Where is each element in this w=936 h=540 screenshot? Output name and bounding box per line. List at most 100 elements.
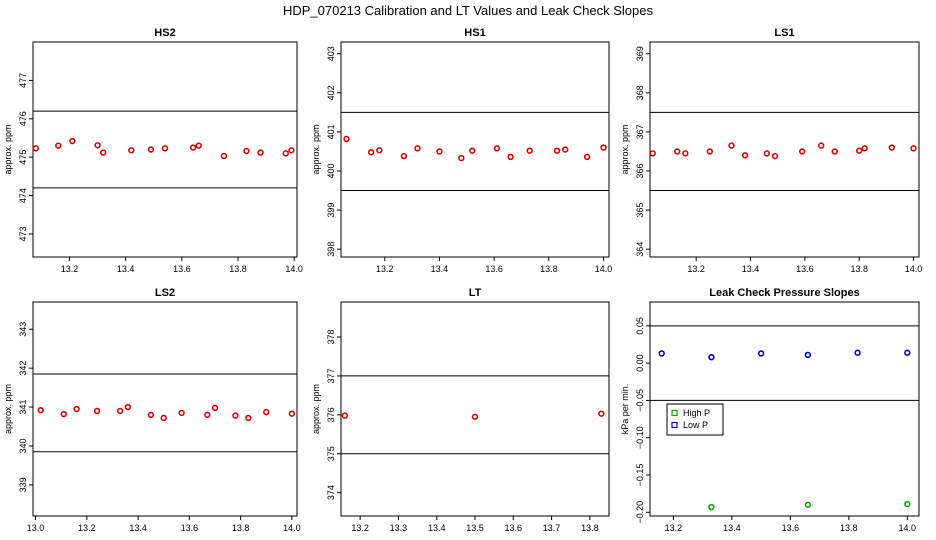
high-p-point [804, 501, 812, 509]
calibration-point [189, 144, 197, 151]
figure-title: HDP_070213 Calibration and LT Values and… [283, 3, 654, 18]
calibration-point [400, 152, 408, 160]
calibration-point [204, 411, 211, 419]
y-tick-label: 403 [326, 46, 336, 61]
x-tick-label: 13.2 [687, 264, 705, 274]
calibration-point [220, 152, 228, 160]
x-tick-label: 13.4 [723, 523, 741, 533]
x-tick-label: 13.6 [782, 523, 800, 533]
x-tick-label: 13.8 [840, 523, 858, 533]
calibration-point [73, 405, 80, 413]
panel-title: HS1 [464, 27, 485, 39]
x-tick-label: 14.0 [905, 264, 923, 274]
calibration-point [507, 153, 514, 161]
y-tick-label: 368 [635, 85, 645, 100]
calibration-point [798, 148, 806, 155]
calibration-point [910, 145, 917, 152]
y-tick-label: 365 [635, 203, 645, 218]
calibration-point [682, 150, 689, 157]
legend-box [666, 403, 724, 436]
calibration-point [282, 150, 289, 157]
legend-label: Low P [683, 420, 708, 430]
x-tick-label: 13.8 [232, 523, 250, 533]
plot-frame [340, 301, 610, 517]
x-tick-label: 13.8 [229, 264, 247, 274]
y-tick-label: 369 [635, 46, 645, 61]
calibration-point [831, 148, 838, 155]
x-tick-label: 13.2 [78, 523, 96, 533]
low-p-point [757, 350, 765, 357]
calibration-point [493, 145, 501, 152]
calibration-point [288, 410, 296, 417]
panel-title: LT [469, 287, 482, 299]
low-p-point [904, 349, 911, 356]
calibration-point [817, 142, 825, 149]
low-p-point [854, 349, 861, 356]
calibration-point [600, 144, 607, 151]
calibration-point [553, 147, 561, 154]
calibration-point [257, 149, 264, 156]
calibration-point [728, 142, 735, 149]
y-tick-label: −0.20 [635, 501, 645, 524]
panel-ls1: LS1 approx. ppm 13.2 13.4 13.6 13.8 14.0 364 365… [620, 27, 922, 274]
x-tick-label: 14.0 [285, 264, 303, 274]
x-tick-label: 13.6 [796, 264, 814, 274]
panel-hs2: HS2 approx. ppm 13.2 13.4 13.6 13.8 14.0 473 474… [3, 27, 303, 274]
x-tick-label: 13.3 [390, 523, 408, 533]
y-axis-label: approx. ppm [311, 124, 321, 174]
calibration-point [232, 412, 239, 419]
panel-leak: Leak Check Pressure Slopes kPa per min. 13… [620, 287, 920, 533]
y-tick-label: 364 [635, 242, 645, 257]
y-tick-label: 473 [18, 226, 28, 241]
high-p-point [708, 503, 715, 511]
plot-frame [32, 41, 298, 258]
y-tick-label: 366 [635, 163, 645, 178]
calibration-point [32, 145, 40, 152]
y-tick-label: 474 [18, 188, 28, 203]
calibration-point [598, 410, 605, 417]
plot-frame [340, 41, 610, 258]
calibration-point [245, 414, 252, 422]
calibration-point [147, 411, 155, 419]
x-tick-label: 13.2 [61, 264, 79, 274]
calibration-point [128, 147, 135, 154]
y-tick-label: 376 [326, 407, 336, 422]
calibration-point [469, 147, 476, 154]
x-tick-label: 13.4 [129, 523, 147, 533]
x-tick-label: 14.0 [899, 523, 917, 533]
x-tick-label: 13.8 [540, 264, 558, 274]
y-tick-label: 0.00 [635, 354, 645, 372]
y-tick-label: 398 [326, 242, 336, 257]
y-tick-label: 375 [326, 446, 336, 461]
low-p-point [804, 351, 812, 359]
x-tick-label: 14.0 [283, 523, 301, 533]
y-tick-label: 343 [18, 322, 28, 337]
calibration-point [243, 147, 250, 155]
x-tick-label: 13.6 [485, 264, 503, 274]
legend-marker-high-p [671, 409, 678, 417]
x-tick-label: 13.2 [665, 523, 683, 533]
y-tick-label: 476 [18, 111, 28, 126]
x-tick-label: 13.6 [505, 523, 523, 533]
y-tick-label: 367 [635, 124, 645, 139]
low-p-point [708, 353, 715, 361]
calibration-point [471, 413, 479, 420]
calibration-point [376, 147, 383, 154]
x-tick-label: 13.4 [117, 264, 135, 274]
calibration-point [55, 142, 62, 149]
calibration-point [37, 406, 44, 414]
panel-title: HS2 [154, 27, 175, 39]
panel-hs1: HS1 approx. ppm 13.2 13.4 13.6 13.8 14.0 398 399… [311, 27, 612, 274]
y-tick-label: 342 [18, 361, 28, 376]
calibration-point [706, 148, 713, 155]
y-tick-label: 475 [18, 150, 28, 165]
x-tick-label: 13.2 [351, 523, 369, 533]
calibration-point [160, 414, 167, 422]
calibration-point [147, 146, 155, 153]
calibration-point [263, 408, 270, 416]
x-tick-label: 13.4 [428, 523, 446, 533]
panels: HS2 approx. ppm 13.2 13.4 13.6 13.8 14.0 473 474… [3, 27, 922, 533]
x-tick-label: 13.2 [376, 264, 394, 274]
panel-lt: LT approx. ppm 13.2 13.3 13.4 13.5 13.6 13.7 13.… [311, 287, 610, 533]
x-tick-label: 13.5 [466, 523, 484, 533]
